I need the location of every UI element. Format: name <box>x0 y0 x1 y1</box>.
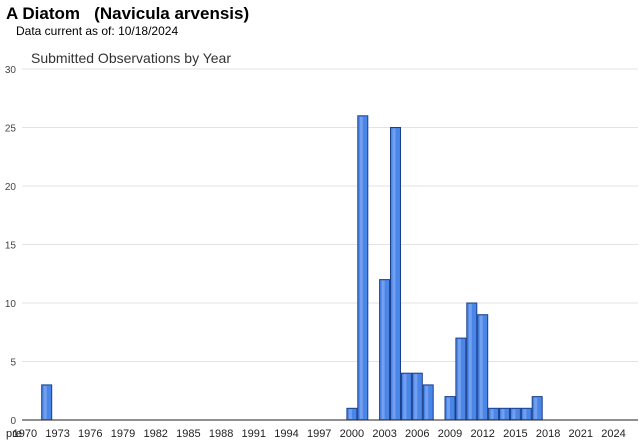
bar-2014 <box>499 407 510 421</box>
y-tick-label: 15 <box>5 241 17 252</box>
x-tick-label: 1973 <box>45 428 69 440</box>
x-tick-label: 1991 <box>242 428 266 440</box>
bar-2007 <box>422 384 434 421</box>
bar-highlight <box>479 315 483 419</box>
bar-highlight <box>490 409 494 419</box>
header: A Diatom (Navicula arvensis) Data curren… <box>6 4 249 38</box>
y-tick-label: 0 <box>10 416 16 427</box>
x-tick-label: 1994 <box>274 428 298 440</box>
bar-2003 <box>379 279 391 421</box>
x-tick-label: 1970 <box>13 428 37 440</box>
bar-highlight <box>381 280 385 419</box>
x-tick-label: 1985 <box>176 428 200 440</box>
bar-highlight <box>348 409 352 419</box>
y-tick-label: 5 <box>10 358 16 369</box>
page-title: A Diatom (Navicula arvensis) <box>6 4 249 24</box>
bar-highlight <box>403 374 407 419</box>
bar-highlight <box>414 374 418 419</box>
x-tick-label: 1997 <box>307 428 331 440</box>
x-tick-label: 1982 <box>143 428 167 440</box>
x-tick-label: 1979 <box>111 428 135 440</box>
x-tick-label: 1988 <box>209 428 233 440</box>
bar-2005 <box>400 372 412 421</box>
bar-2006 <box>411 372 423 421</box>
x-tick-label: 2006 <box>405 428 429 440</box>
scientific-name: (Navicula arvensis) <box>94 4 250 23</box>
bar-highlight <box>447 397 450 419</box>
x-tick-label: pre <box>6 428 22 440</box>
bar-highlight <box>512 409 516 419</box>
bar-2016 <box>520 407 532 421</box>
bar-2000 <box>346 407 358 421</box>
x-tick-label: 2021 <box>569 428 593 440</box>
bar-highlight <box>457 339 461 419</box>
y-tick-label: 10 <box>5 299 17 310</box>
data-date: Data current as of: 10/18/2024 <box>16 24 249 38</box>
bar-highlight <box>425 385 429 419</box>
y-tick-label: 30 <box>5 65 17 76</box>
x-tick-label: 2003 <box>372 428 396 440</box>
bar-highlight <box>43 385 47 419</box>
bar-2015 <box>509 407 521 421</box>
x-tick-label: 2012 <box>470 428 494 440</box>
bar-2001 <box>357 115 369 421</box>
bar-highlight <box>468 304 472 419</box>
x-tick-label: 2000 <box>340 428 364 440</box>
data-date-value: 10/18/2024 <box>118 24 179 38</box>
bar-highlight <box>359 116 363 420</box>
bar-highlight <box>392 128 396 419</box>
bar-highlight <box>501 409 505 419</box>
x-tick-label: 1976 <box>78 428 102 440</box>
bar-2013 <box>488 407 500 421</box>
bar-2009 <box>444 396 456 421</box>
chart-title: Submitted Observations by Year <box>31 50 232 66</box>
x-tick-label: 2015 <box>503 428 527 440</box>
bar-2011 <box>466 302 478 421</box>
x-tick-label: 2018 <box>536 428 560 440</box>
common-name: A Diatom <box>6 4 80 23</box>
y-tick-label: 20 <box>5 182 17 193</box>
bar-2017 <box>531 396 543 421</box>
bar-highlight <box>523 409 527 419</box>
x-tick-label: 2009 <box>438 428 462 440</box>
x-tick-label: 2024 <box>601 428 625 440</box>
data-date-label: Data current as of: <box>16 24 115 38</box>
bar-2010 <box>455 337 467 421</box>
bar-2004 <box>390 127 401 421</box>
bar-highlight <box>534 397 538 419</box>
y-tick-label: 25 <box>5 124 17 135</box>
bar-2012 <box>477 314 489 421</box>
bar-1972 <box>41 384 53 421</box>
